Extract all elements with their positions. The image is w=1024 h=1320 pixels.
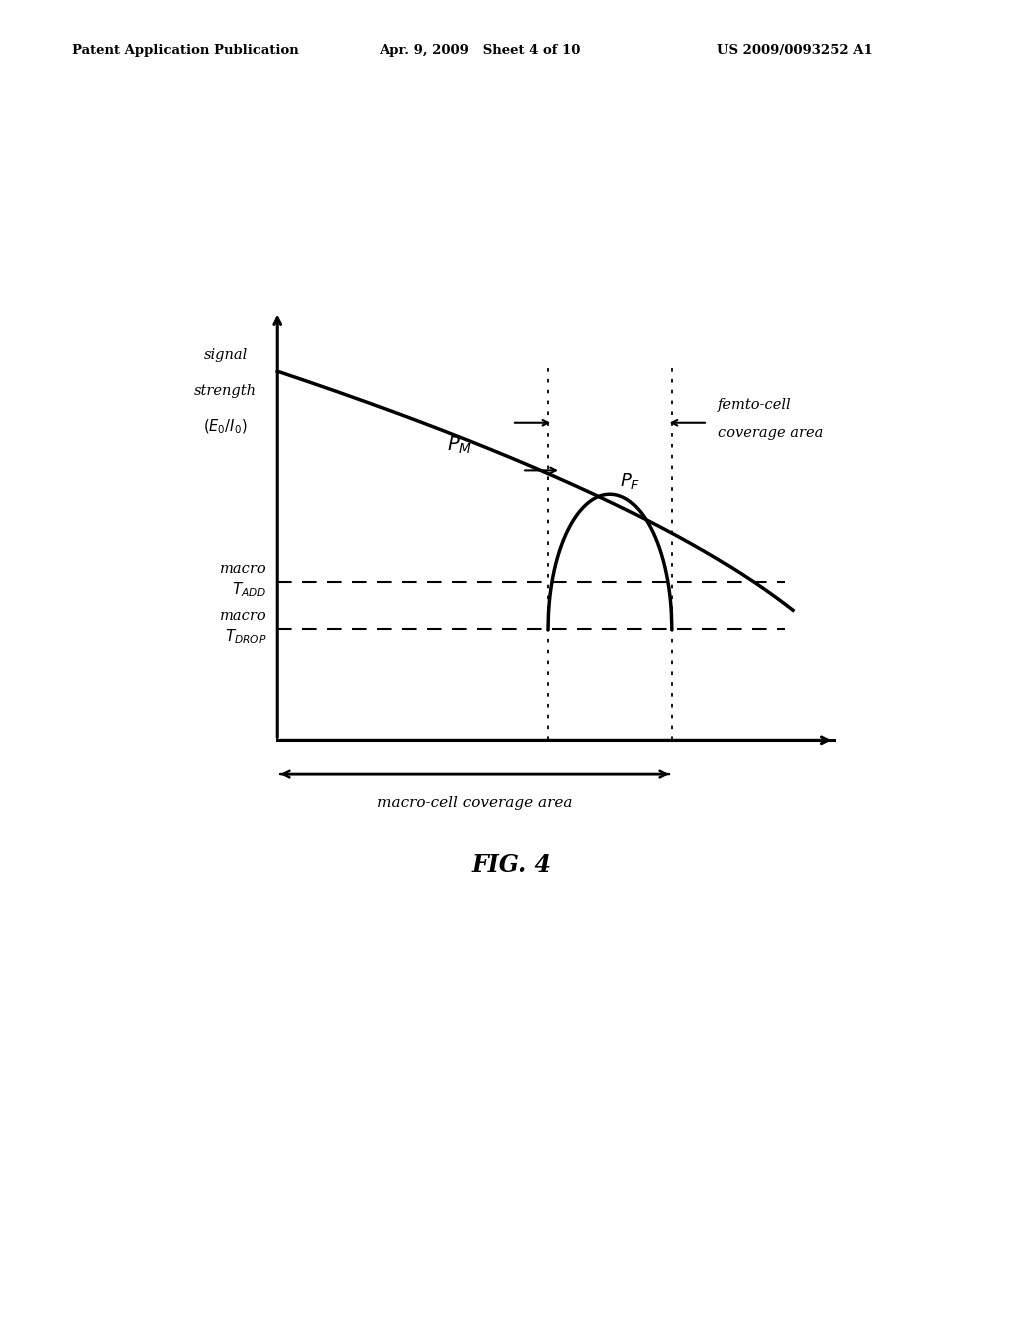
Text: $(E_0/I_0)$: $(E_0/I_0)$ <box>204 417 248 436</box>
Text: macro-cell coverage area: macro-cell coverage area <box>377 796 572 810</box>
Text: macro: macro <box>220 610 267 623</box>
Text: Apr. 9, 2009   Sheet 4 of 10: Apr. 9, 2009 Sheet 4 of 10 <box>379 44 581 57</box>
Text: $P_F$: $P_F$ <box>621 471 640 491</box>
Text: femto-cell: femto-cell <box>718 397 792 412</box>
Text: signal: signal <box>204 348 248 362</box>
Text: $T_{DROP}$: $T_{DROP}$ <box>225 628 267 647</box>
Text: coverage area: coverage area <box>718 425 823 440</box>
Text: Patent Application Publication: Patent Application Publication <box>72 44 298 57</box>
Text: $P_M$: $P_M$ <box>447 434 473 455</box>
Text: $T_{ADD}$: $T_{ADD}$ <box>232 579 267 599</box>
Text: US 2009/0093252 A1: US 2009/0093252 A1 <box>717 44 872 57</box>
Text: FIG. 4: FIG. 4 <box>472 853 552 876</box>
Text: strength: strength <box>195 384 257 399</box>
Text: macro: macro <box>220 562 267 576</box>
